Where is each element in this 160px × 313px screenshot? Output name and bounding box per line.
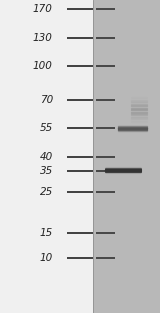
Text: 25: 25 — [40, 187, 53, 198]
Text: 10: 10 — [40, 253, 53, 263]
Text: 70: 70 — [40, 95, 53, 105]
Text: 100: 100 — [33, 61, 53, 71]
Text: 55: 55 — [40, 123, 53, 133]
Text: 15: 15 — [40, 228, 53, 238]
Text: 35: 35 — [40, 166, 53, 176]
Text: 130: 130 — [33, 33, 53, 43]
Bar — [93, 0, 160, 313]
Text: 170: 170 — [33, 4, 53, 14]
Text: 40: 40 — [40, 151, 53, 162]
